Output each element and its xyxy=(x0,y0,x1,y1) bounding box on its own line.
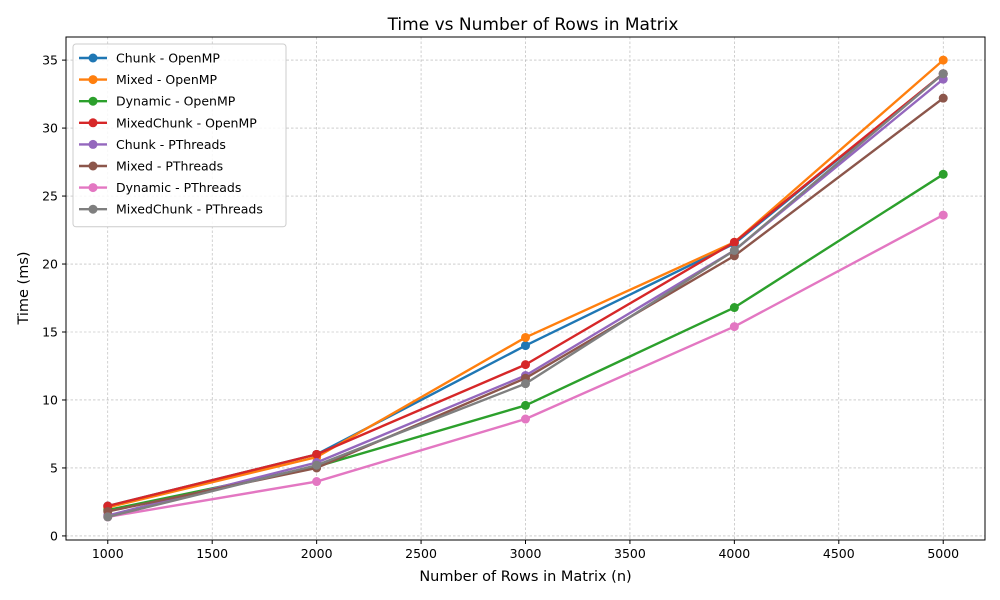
data-point xyxy=(729,245,739,255)
legend-item: Chunk - OpenMP xyxy=(79,51,220,66)
series-mixedchunk-pthreads xyxy=(103,69,948,522)
x-tick-label: 1000 xyxy=(92,546,124,561)
legend-label: MixedChunk - PThreads xyxy=(116,202,263,217)
data-point xyxy=(521,379,530,389)
data-point xyxy=(938,69,948,79)
series-lines xyxy=(103,55,948,522)
legend-label: Chunk - OpenMP xyxy=(116,51,220,66)
data-point xyxy=(521,332,530,342)
legend-label: Mixed - OpenMP xyxy=(116,72,218,87)
y-tick-label: 30 xyxy=(42,121,58,136)
data-point xyxy=(729,303,739,313)
data-point xyxy=(938,169,948,179)
data-point xyxy=(103,512,113,522)
legend-label: Mixed - PThreads xyxy=(116,159,223,174)
data-point xyxy=(729,237,739,247)
data-point xyxy=(938,55,948,65)
y-tick-label: 25 xyxy=(42,189,58,204)
y-tick-label: 35 xyxy=(42,53,58,68)
legend-item: MixedChunk - OpenMP xyxy=(79,115,257,130)
x-tick-label: 4000 xyxy=(718,546,750,561)
legend-item: Mixed - PThreads xyxy=(79,159,223,174)
data-point xyxy=(521,341,530,351)
legend-swatch-marker xyxy=(88,53,98,63)
x-tick-label: 4500 xyxy=(823,546,855,561)
chart-title: Time vs Number of Rows in Matrix xyxy=(387,15,679,35)
legend-item: Chunk - PThreads xyxy=(79,137,226,152)
y-axis-label: Time (ms) xyxy=(16,251,32,325)
data-point xyxy=(521,400,530,410)
data-point xyxy=(521,360,530,370)
x-tick-label: 5000 xyxy=(927,546,959,561)
y-tick-label: 5 xyxy=(50,460,58,475)
legend-box xyxy=(72,43,287,228)
legend-label: Dynamic - PThreads xyxy=(116,180,241,195)
legend-swatch-marker xyxy=(88,75,98,85)
legend-item: MixedChunk - PThreads xyxy=(79,202,263,217)
x-tick-label: 3000 xyxy=(510,546,542,561)
data-point xyxy=(938,210,948,220)
data-point xyxy=(521,414,530,424)
x-tick-label: 3500 xyxy=(614,546,646,561)
legend-swatch-marker xyxy=(88,183,98,193)
legend: Chunk - OpenMP Mixed - OpenMP Dynamic - Op… xyxy=(72,43,287,228)
data-point xyxy=(729,322,739,332)
legend-item: Dynamic - OpenMP xyxy=(79,94,236,109)
data-point xyxy=(312,449,322,459)
legend-swatch-marker xyxy=(88,96,98,106)
legend-item: Mixed - OpenMP xyxy=(79,72,218,87)
legend-label: Dynamic - OpenMP xyxy=(116,94,236,109)
legend-item: Dynamic - PThreads xyxy=(79,180,241,195)
legend-swatch-marker xyxy=(88,204,98,214)
y-tick-label: 15 xyxy=(42,325,58,340)
legend-label: Chunk - PThreads xyxy=(116,137,226,152)
data-point xyxy=(938,93,948,103)
y-tick-label: 10 xyxy=(42,392,58,407)
legend-swatch-marker xyxy=(88,118,98,128)
x-tick-label: 2000 xyxy=(301,546,333,561)
axis-ticks: 1000 1500 2000 2500 3000 3500 4000 4500 5000 0 5 10… xyxy=(42,53,959,561)
data-point xyxy=(312,460,322,470)
y-tick-label: 20 xyxy=(42,257,58,272)
data-point xyxy=(312,477,322,487)
x-axis-label: Number of Rows in Matrix (n) xyxy=(419,569,631,585)
x-tick-label: 2500 xyxy=(405,546,437,561)
legend-swatch-marker xyxy=(88,161,98,171)
y-tick-label: 0 xyxy=(50,528,58,543)
legend-swatch-marker xyxy=(88,139,98,149)
legend-label: MixedChunk - OpenMP xyxy=(116,115,257,130)
x-tick-label: 1500 xyxy=(196,546,228,561)
